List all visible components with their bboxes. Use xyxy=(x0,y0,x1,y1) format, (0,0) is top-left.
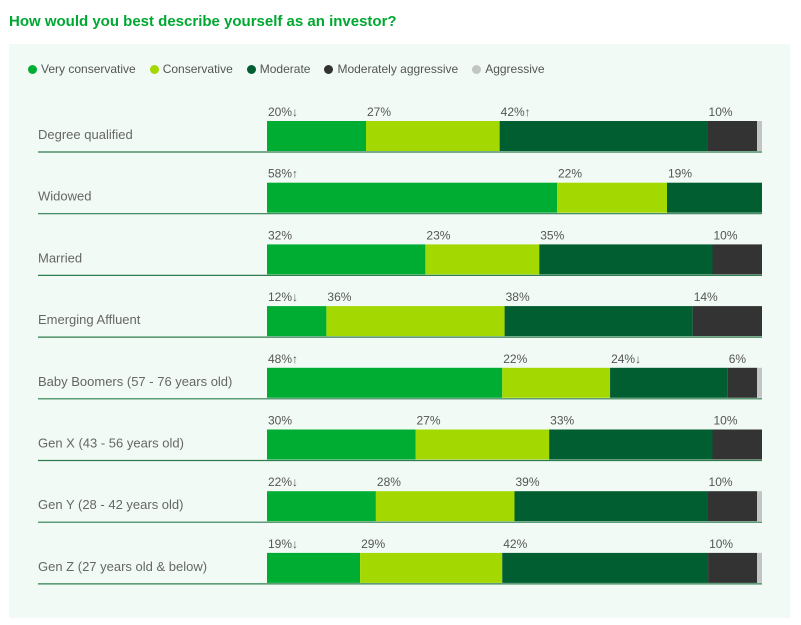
data-label: 58%↑ xyxy=(268,167,298,181)
data-label: 20%↓ xyxy=(268,105,298,119)
category-label: Baby Boomers (57 - 76 years old) xyxy=(38,374,232,389)
bar-segment xyxy=(712,429,762,460)
data-label: 23% xyxy=(426,228,450,242)
data-label: 10% xyxy=(714,228,738,242)
bar-segment xyxy=(692,306,762,337)
data-label: 42% xyxy=(503,537,527,551)
bar-segment xyxy=(549,429,713,460)
legend-swatch xyxy=(246,64,256,74)
data-label: 14% xyxy=(694,290,718,304)
data-label: 22% xyxy=(503,352,527,366)
bar-segment xyxy=(267,552,361,583)
data-label: 10% xyxy=(709,105,733,119)
category-label: Gen Y (28 - 42 years old) xyxy=(38,497,184,512)
bar-segment xyxy=(267,491,376,522)
bar-segment xyxy=(267,121,366,151)
bar-segment xyxy=(267,367,503,398)
bar-segment xyxy=(707,121,758,151)
bar-segment xyxy=(557,182,667,213)
data-label: 10% xyxy=(714,414,738,428)
bar-segment xyxy=(727,367,758,398)
bar-segment xyxy=(757,367,762,398)
data-label: 28% xyxy=(377,475,401,489)
data-label: 33% xyxy=(550,414,574,428)
bar-segment xyxy=(366,121,500,151)
category-label: Gen X (43 - 56 years old) xyxy=(38,436,184,451)
legend-item: Conservative xyxy=(149,62,233,76)
bar-segment xyxy=(326,306,505,337)
bar-segment xyxy=(539,244,713,275)
category-label: Gen Z (27 years old & below) xyxy=(38,559,207,574)
bar-segment xyxy=(757,552,762,583)
bar-segment xyxy=(375,491,515,522)
legend-swatch xyxy=(472,64,482,74)
chart-title: How would you best describe yourself as … xyxy=(9,13,397,30)
category-label: Emerging Affluent xyxy=(38,312,141,327)
legend-item: Very conservative xyxy=(28,62,136,76)
bar-segment xyxy=(707,491,758,522)
bar-segment xyxy=(514,491,708,522)
legend-swatch xyxy=(149,64,159,74)
bar-segment xyxy=(610,367,728,398)
legend-label: Aggressive xyxy=(485,62,545,76)
bar-segment xyxy=(415,429,550,460)
data-label: 48%↑ xyxy=(268,352,298,366)
legend-swatch xyxy=(28,64,37,74)
data-label: 19%↓ xyxy=(268,537,298,551)
data-label: 35% xyxy=(540,228,564,242)
bar-segment xyxy=(267,429,416,460)
bar-segment xyxy=(504,306,693,337)
bar-segment xyxy=(667,182,762,213)
data-label: 32% xyxy=(268,228,292,242)
legend-label: Conservative xyxy=(162,62,233,76)
legend-swatch xyxy=(324,64,334,74)
data-label: 6% xyxy=(729,352,747,366)
data-label: 36% xyxy=(327,290,351,304)
bar-segment xyxy=(502,367,611,398)
data-label: 30% xyxy=(268,414,292,428)
data-label: 39% xyxy=(516,475,540,489)
data-label: 19% xyxy=(668,167,692,181)
data-label: 27% xyxy=(417,414,441,428)
data-label: 10% xyxy=(709,537,733,551)
legend-item: Aggressive xyxy=(472,62,545,76)
category-label: Degree qualified xyxy=(38,127,133,142)
legend-item: Moderately aggressive xyxy=(324,62,458,76)
bar-segment xyxy=(502,552,709,583)
data-label: 24%↓ xyxy=(611,352,641,366)
bar-segment xyxy=(267,306,327,337)
bar-segment xyxy=(360,552,503,583)
data-label: 12%↓ xyxy=(268,290,298,304)
category-label: Widowed xyxy=(38,189,91,204)
legend-label: Moderately aggressive xyxy=(337,62,459,76)
legend-label: Very conservative xyxy=(41,62,136,76)
legend-item: Moderate xyxy=(246,62,311,76)
data-label: 38% xyxy=(506,290,530,304)
bar-segment xyxy=(267,182,557,213)
data-label: 22%↓ xyxy=(268,475,298,489)
bar-segment xyxy=(757,491,762,522)
legend-label: Moderate xyxy=(259,62,311,76)
bar-segment xyxy=(267,244,426,275)
category-label: Married xyxy=(38,250,82,265)
data-label: 10% xyxy=(709,475,733,489)
bar-segment xyxy=(708,552,758,583)
bar-segment xyxy=(499,121,708,151)
data-label: 27% xyxy=(367,105,391,119)
data-label: 42%↑ xyxy=(501,105,531,119)
bar-segment xyxy=(757,121,762,151)
bar-segment xyxy=(712,244,762,275)
data-label: 22% xyxy=(558,167,582,181)
data-label: 29% xyxy=(361,537,385,551)
legend: Very conservative Conservative Moderate Mod… xyxy=(28,62,545,76)
bar-segment xyxy=(425,244,540,275)
